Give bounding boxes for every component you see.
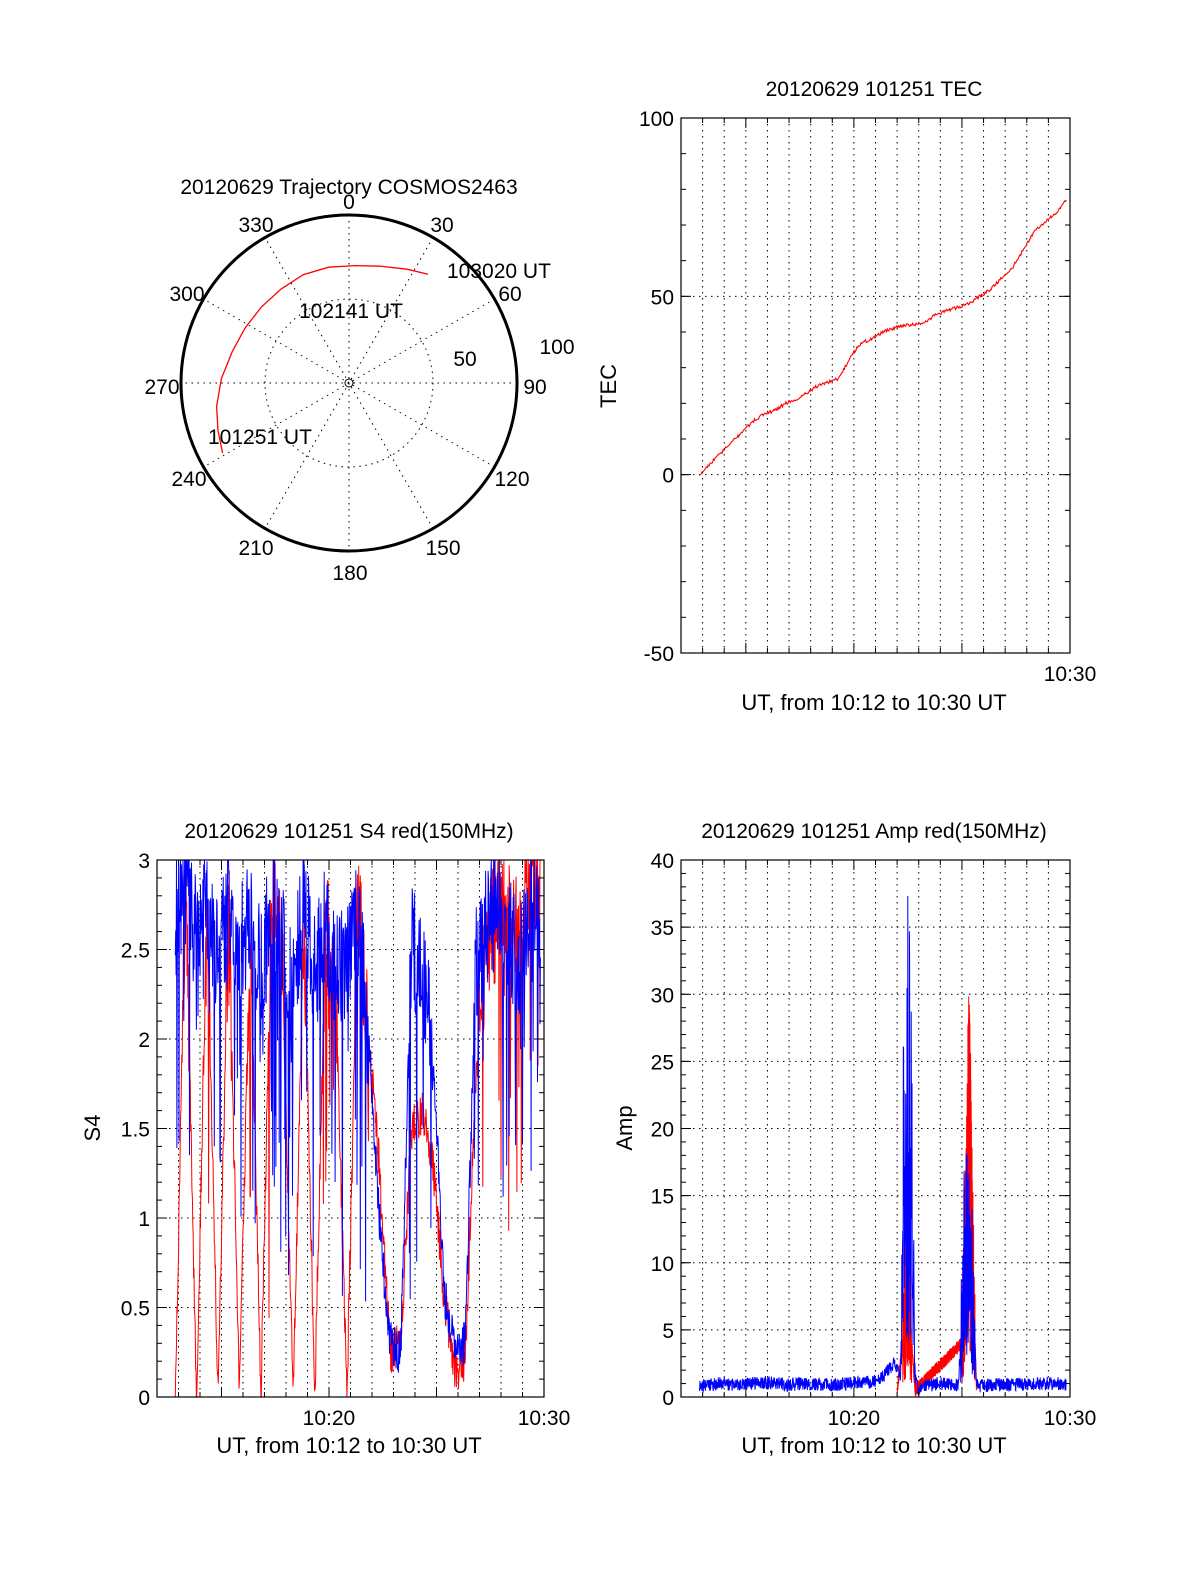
tec-chart: 20120629 101251 TEC -50 0 50 100 10:30 UT, f… [596, 78, 1096, 715]
y-tick-label: 10 [651, 1253, 674, 1276]
amp-y-axis-label: Amp [612, 1105, 637, 1150]
s4-title: 20120629 101251 S4 red(150MHz) [184, 820, 513, 843]
polar-angle-label-180: 180 [332, 562, 367, 585]
amp-ticks: 0 5 10 15 20 25 30 35 40 10:20 10:30 [651, 850, 1097, 1430]
y-tick-label: -50 [644, 643, 674, 666]
series-line-0 [699, 199, 1067, 476]
y-tick-label: 0.5 [121, 1298, 150, 1321]
y-tick-label: 50 [651, 286, 674, 309]
y-tick-label: 1.5 [121, 1119, 150, 1142]
x-tick-label: 10:20 [303, 1407, 356, 1430]
x-tick-label: 10:30 [1044, 1407, 1097, 1430]
s4-chart: 20120629 101251 S4 red(150MHz) 0 0.5 1 1.5 2… [80, 820, 570, 1458]
y-tick-label: 25 [651, 1051, 674, 1074]
tec-x-axis-label: UT, from 10:12 to 10:30 UT [741, 690, 1006, 715]
tec-grid [681, 118, 1070, 653]
series-line-1 [174, 859, 541, 1373]
s4-ticks: 0 0.5 1 1.5 2 2.5 3 10:20 10:30 [121, 850, 570, 1430]
s4-y-axis-label: S4 [80, 1115, 105, 1142]
y-tick-label: 5 [662, 1320, 674, 1343]
polar-angle-label-90: 90 [523, 376, 546, 399]
polar-angle-label-330: 330 [238, 214, 273, 237]
polar-outer-ring [179, 213, 519, 553]
polar-angle-label-300: 300 [169, 283, 204, 306]
y-tick-label: 2 [138, 1029, 150, 1052]
polar-grid [181, 215, 517, 551]
trajectory-line [215, 264, 429, 454]
y-tick-label: 35 [651, 917, 674, 940]
trajectory-mid-label: 102141 UT [299, 300, 403, 323]
amp-chart: 20120629 101251 Amp red(150MHz) 0 5 10 15 20… [612, 820, 1096, 1458]
y-tick-label: 1 [138, 1208, 150, 1231]
trajectory-end-label: 103020 UT [447, 260, 551, 283]
polar-spoke [264, 237, 434, 529]
s4-series [174, 859, 541, 1399]
amp-title: 20120629 101251 Amp red(150MHz) [701, 820, 1047, 843]
y-tick-label: 2.5 [121, 940, 150, 963]
x-tick-label: 10:20 [828, 1407, 881, 1430]
trajectory-polar-plot: 20120629 Trajectory COSMOS2463 0 30 60 90 12… [144, 176, 574, 585]
y-tick-label: 0 [662, 465, 674, 488]
tec-ticks: -50 0 50 100 10:30 [639, 108, 1096, 686]
polar-angle-label-150: 150 [425, 537, 460, 560]
polar-angle-label-240: 240 [171, 468, 206, 491]
polar-angle-label-0: 0 [343, 191, 355, 214]
amp-series [698, 895, 1067, 1397]
tec-series [699, 199, 1067, 476]
polar-title: 20120629 Trajectory COSMOS2463 [180, 176, 517, 199]
x-tick-label: 10:30 [1044, 663, 1097, 686]
y-tick-label: 30 [651, 984, 674, 1007]
y-tick-label: 15 [651, 1186, 674, 1209]
y-tick-label: 20 [651, 1119, 674, 1142]
polar-angle-labels: 0 30 60 90 120 150 180 210 240 270 300 330 [144, 191, 546, 585]
y-tick-label: 100 [639, 108, 674, 131]
y-tick-label: 40 [651, 850, 674, 873]
polar-radial-label-50: 50 [453, 348, 476, 371]
tec-title: 20120629 101251 TEC [766, 78, 983, 101]
polar-angle-label-210: 210 [238, 537, 273, 560]
polar-angle-label-30: 30 [430, 214, 453, 237]
trajectory-start-label: 101251 UT [208, 426, 312, 449]
amp-x-axis-label: UT, from 10:12 to 10:30 UT [741, 1433, 1006, 1458]
s4-x-axis-label: UT, from 10:12 to 10:30 UT [216, 1433, 481, 1458]
y-tick-label: 3 [138, 850, 150, 873]
polar-angle-label-270: 270 [144, 376, 179, 399]
y-tick-label: 0 [662, 1387, 674, 1410]
polar-radial-label-100: 100 [539, 336, 574, 359]
tec-y-axis-label: TEC [596, 364, 621, 408]
amp-grid [681, 860, 1070, 1397]
polar-angle-label-120: 120 [494, 468, 529, 491]
polar-angle-label-60: 60 [498, 283, 521, 306]
y-tick-label: 0 [138, 1387, 150, 1410]
x-tick-label: 10:30 [518, 1407, 571, 1430]
series-line-1 [698, 895, 1067, 1396]
tec-plot-frame [680, 117, 1071, 654]
polar-center-marker [344, 378, 354, 388]
